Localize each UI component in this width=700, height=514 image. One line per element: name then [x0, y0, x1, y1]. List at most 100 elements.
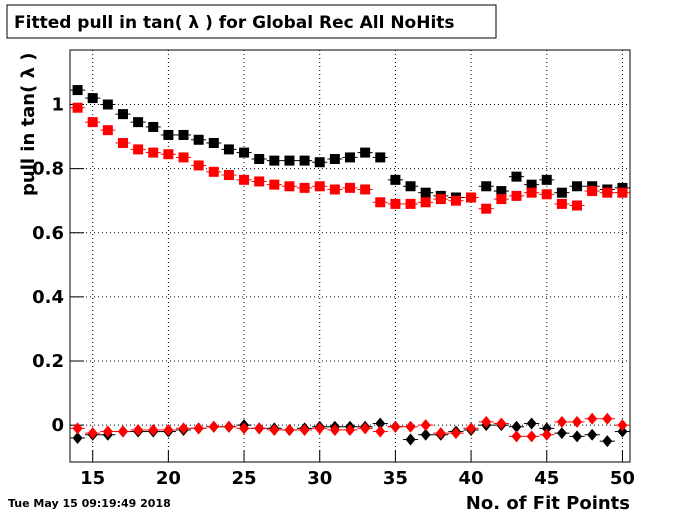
marker — [511, 190, 522, 201]
marker — [375, 417, 386, 430]
marker — [87, 93, 98, 104]
marker — [541, 189, 552, 200]
marker — [556, 427, 567, 440]
marker — [208, 137, 219, 148]
marker — [314, 157, 325, 168]
marker — [178, 129, 189, 140]
marker — [617, 187, 628, 198]
marker — [375, 425, 386, 438]
marker — [254, 422, 265, 435]
marker — [87, 117, 98, 128]
marker — [360, 184, 371, 195]
marker — [254, 154, 265, 165]
marker — [360, 422, 371, 435]
x-tick-label: 25 — [232, 468, 257, 489]
marker — [526, 187, 537, 198]
marker — [345, 152, 355, 163]
marker — [375, 197, 386, 208]
marker — [163, 149, 174, 160]
marker — [133, 144, 144, 155]
marker — [163, 423, 174, 436]
marker — [102, 125, 113, 136]
marker — [163, 129, 174, 140]
y-tick-label: 0.2 — [32, 351, 64, 372]
marker — [541, 428, 552, 441]
marker — [148, 423, 159, 436]
x-tick-label: 30 — [307, 468, 332, 489]
marker — [511, 420, 522, 433]
marker — [314, 181, 325, 192]
marker — [284, 155, 295, 166]
marker — [239, 174, 250, 185]
marker — [541, 174, 552, 185]
marker — [602, 187, 613, 198]
marker — [72, 102, 83, 113]
marker — [299, 423, 310, 436]
marker — [435, 427, 446, 440]
marker — [329, 184, 340, 195]
marker — [420, 428, 431, 441]
marker — [329, 154, 340, 165]
marker — [556, 198, 567, 209]
x-tick-label: 15 — [80, 468, 105, 489]
marker — [102, 425, 113, 438]
marker — [405, 420, 416, 433]
chart-title: Fitted pull in tan( λ ) for Global Rec A… — [14, 13, 455, 33]
marker — [269, 179, 280, 190]
marker — [496, 194, 507, 205]
marker — [102, 99, 113, 110]
marker — [511, 171, 522, 182]
marker — [526, 417, 537, 430]
marker — [117, 109, 128, 120]
marker — [208, 420, 219, 433]
marker — [481, 181, 492, 192]
x-tick-label: 35 — [383, 468, 408, 489]
marker — [526, 179, 537, 190]
y-axis-label: pull in tan( λ ) — [18, 53, 39, 197]
marker — [193, 134, 204, 145]
y-tick-label: 0.4 — [32, 287, 64, 308]
marker — [390, 198, 401, 209]
marker — [602, 412, 613, 425]
x-tick-label: 20 — [156, 468, 181, 489]
marker — [345, 423, 355, 436]
marker — [587, 428, 598, 441]
marker — [269, 423, 280, 436]
marker — [587, 412, 598, 425]
marker — [117, 137, 128, 148]
marker — [405, 181, 416, 192]
marker — [87, 427, 98, 440]
y-tick-label: 0.8 — [32, 159, 64, 180]
marker — [466, 192, 477, 203]
marker — [617, 419, 628, 432]
marker — [193, 422, 204, 435]
marker — [390, 420, 401, 433]
marker — [420, 187, 431, 198]
marker — [572, 415, 583, 428]
marker — [133, 423, 144, 436]
marker — [572, 181, 583, 192]
plot-frame — [69, 49, 631, 463]
marker — [360, 147, 371, 158]
marker — [466, 422, 477, 435]
marker — [481, 415, 492, 428]
marker — [375, 152, 386, 163]
marker — [223, 144, 234, 155]
marker — [405, 433, 416, 446]
marker — [496, 417, 507, 430]
marker — [329, 423, 340, 436]
marker — [284, 423, 295, 436]
y-tick-label: 0.6 — [32, 223, 64, 244]
marker — [541, 422, 552, 435]
y-tick-label: 0 — [51, 415, 64, 436]
marker — [148, 121, 159, 132]
marker — [526, 430, 537, 443]
marker — [572, 430, 583, 443]
marker — [193, 160, 204, 171]
marker — [556, 415, 567, 428]
marker — [420, 197, 431, 208]
marker — [254, 176, 265, 187]
marker — [223, 170, 234, 181]
marker — [390, 174, 401, 185]
marker — [72, 85, 83, 96]
